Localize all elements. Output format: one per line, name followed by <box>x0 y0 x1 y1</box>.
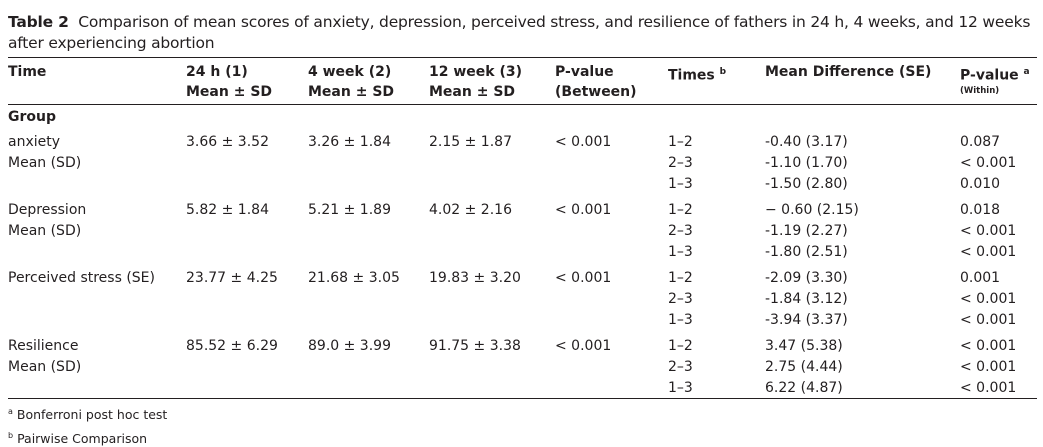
header-24h-line2: Mean ± SD <box>186 84 273 100</box>
header-4week-line1: 4 week (2) <box>308 64 392 80</box>
header-time: Time <box>8 64 47 80</box>
header-p-within: P-value a (Within) <box>960 62 1030 96</box>
header-p-within-label: P-value <box>960 67 1019 84</box>
cell-4week: 21.68 ± 3.05 <box>308 270 400 286</box>
header-times-sup: b <box>719 67 727 77</box>
cell-times: 1–2 <box>668 202 693 218</box>
cell-p-between: < 0.001 <box>555 202 612 218</box>
row-label: anxiety <box>8 134 61 150</box>
cell-times: 1–3 <box>668 244 693 260</box>
cell-24h: 3.66 ± 3.52 <box>186 134 269 150</box>
cell-p-within: 0.001 <box>960 270 1001 286</box>
cell-12week: 91.75 ± 3.38 <box>429 338 521 354</box>
group-label: Group <box>8 109 57 125</box>
cell-p-within: < 0.001 <box>960 338 1017 354</box>
cell-p-between: < 0.001 <box>555 134 612 150</box>
cell-p-within: 0.018 <box>960 202 1001 218</box>
cell-mean-difference: 6.22 (4.87) <box>765 380 843 396</box>
cell-times: 1–3 <box>668 380 693 396</box>
table-caption-text: Comparison of mean scores of anxiety, de… <box>8 13 1031 52</box>
cell-p-between: < 0.001 <box>555 338 612 354</box>
cell-24h: 5.82 ± 1.84 <box>186 202 269 218</box>
header-rule <box>8 104 1037 105</box>
cell-times: 2–3 <box>668 359 693 375</box>
cell-mean-difference: -0.40 (3.17) <box>765 134 848 150</box>
cell-4week: 3.26 ± 1.84 <box>308 134 391 150</box>
cell-mean-difference: -1.84 (3.12) <box>765 291 848 307</box>
row-sublabel: Mean (SD) <box>8 155 82 171</box>
header-p-between: P-value (Between) <box>555 62 637 102</box>
cell-24h: 85.52 ± 6.29 <box>186 338 278 354</box>
table-caption: Table 2 Comparison of mean scores of anx… <box>8 12 1038 54</box>
cell-mean-difference: -3.94 (3.37) <box>765 312 848 328</box>
header-p-between-line1: P-value <box>555 64 614 80</box>
cell-mean-difference: 3.47 (5.38) <box>765 338 843 354</box>
cell-p-within: < 0.001 <box>960 291 1017 307</box>
cell-mean-difference: − 0.60 (2.15) <box>765 202 859 218</box>
cell-p-within: < 0.001 <box>960 155 1017 171</box>
header-p-between-line2: (Between) <box>555 84 637 100</box>
header-24h-line1: 24 h (1) <box>186 64 248 80</box>
cell-times: 1–2 <box>668 270 693 286</box>
cell-p-between: < 0.001 <box>555 270 612 286</box>
cell-p-within: < 0.001 <box>960 380 1017 396</box>
cell-4week: 89.0 ± 3.99 <box>308 338 391 354</box>
cell-mean-difference: -1.80 (2.51) <box>765 244 848 260</box>
header-p-within-sub: (Within) <box>960 85 1000 96</box>
cell-12week: 2.15 ± 1.87 <box>429 134 512 150</box>
cell-p-within: < 0.001 <box>960 223 1017 239</box>
cell-12week: 19.83 ± 3.20 <box>429 270 521 286</box>
cell-mean-difference: 2.75 (4.44) <box>765 359 843 375</box>
row-label: Resilience <box>8 338 79 354</box>
cell-times: 1–3 <box>668 312 693 328</box>
header-12week-line1: 12 week (3) <box>429 64 523 80</box>
cell-times: 2–3 <box>668 155 693 171</box>
header-p-within-sup: a <box>1023 67 1030 77</box>
footnote-b-mark: b <box>8 431 14 440</box>
header-4week: 4 week (2) Mean ± SD <box>308 62 394 102</box>
cell-p-within: < 0.001 <box>960 312 1017 328</box>
footnote-b: b Pairwise Comparison <box>8 428 147 447</box>
cell-times: 1–2 <box>668 134 693 150</box>
row-label: Perceived stress (SE) <box>8 270 155 286</box>
header-times: Times b <box>668 62 726 86</box>
header-4week-line2: Mean ± SD <box>308 84 395 100</box>
header-mean-difference: Mean Difference (SE) <box>765 64 932 80</box>
footnote-a: a Bonferroni post hoc test <box>8 404 167 423</box>
footnote-a-mark: a <box>8 407 13 416</box>
bottom-rule <box>8 398 1037 399</box>
cell-times: 1–2 <box>668 338 693 354</box>
cell-times: 2–3 <box>668 223 693 239</box>
header-24h: 24 h (1) Mean ± SD <box>186 62 272 102</box>
cell-mean-difference: -1.50 (2.80) <box>765 176 848 192</box>
cell-times: 1–3 <box>668 176 693 192</box>
footnote-b-text: Pairwise Comparison <box>17 431 148 447</box>
cell-p-within: < 0.001 <box>960 244 1017 260</box>
cell-mean-difference: -2.09 (3.30) <box>765 270 848 286</box>
row-label: Depression <box>8 202 87 218</box>
top-rule <box>8 57 1037 58</box>
cell-12week: 4.02 ± 2.16 <box>429 202 512 218</box>
cell-p-within: < 0.001 <box>960 359 1017 375</box>
row-sublabel: Mean (SD) <box>8 223 82 239</box>
cell-mean-difference: -1.19 (2.27) <box>765 223 848 239</box>
cell-24h: 23.77 ± 4.25 <box>186 270 278 286</box>
header-12week-line2: Mean ± SD <box>429 84 516 100</box>
header-times-label: Times <box>668 67 715 84</box>
cell-times: 2–3 <box>668 291 693 307</box>
cell-p-within: 0.010 <box>960 176 1001 192</box>
table-caption-label: Table 2 <box>8 13 69 31</box>
footnote-a-text: Bonferroni post hoc test <box>16 407 168 423</box>
cell-mean-difference: -1.10 (1.70) <box>765 155 848 171</box>
cell-4week: 5.21 ± 1.89 <box>308 202 391 218</box>
header-12week: 12 week (3) Mean ± SD <box>429 62 522 102</box>
row-sublabel: Mean (SD) <box>8 359 82 375</box>
cell-p-within: 0.087 <box>960 134 1001 150</box>
